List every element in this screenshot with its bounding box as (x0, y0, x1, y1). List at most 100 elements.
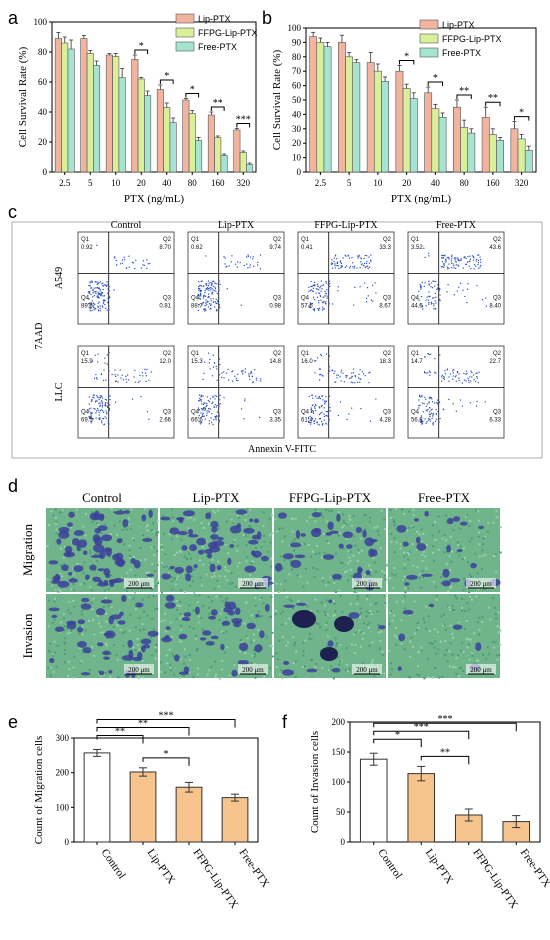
micro-texture (67, 660, 70, 663)
cell-blob (210, 609, 218, 616)
micro-texture (281, 567, 284, 570)
micro-texture (407, 676, 410, 679)
micro-texture (271, 532, 274, 535)
micro-texture (339, 561, 342, 564)
cell-blob (325, 532, 333, 536)
event-dot (433, 402, 436, 404)
micro-texture (360, 549, 363, 552)
micro-texture (58, 589, 61, 592)
micro-texture (179, 550, 182, 553)
micro-texture (265, 635, 268, 638)
micro-texture (348, 556, 351, 559)
cell-blob (238, 642, 249, 652)
event-dot (114, 374, 116, 376)
event-dot (369, 371, 371, 373)
micro-texture (160, 591, 163, 594)
micro-texture (119, 628, 122, 631)
event-dot (478, 254, 480, 256)
event-dot (209, 287, 211, 289)
micro-texture (91, 511, 94, 514)
cell-blob (478, 525, 485, 530)
micro-texture (315, 663, 318, 666)
micro-texture (455, 672, 458, 675)
event-dot (104, 416, 106, 418)
micro-texture (59, 564, 62, 567)
micro-texture (89, 549, 92, 552)
micro-texture (448, 665, 451, 668)
event-dot (421, 402, 424, 404)
event-dot (428, 291, 430, 293)
event-dot (349, 267, 351, 269)
cell-blob (178, 516, 184, 524)
event-dot (226, 265, 228, 268)
micro-texture (354, 544, 357, 547)
event-dot (101, 397, 104, 399)
cell-blob (188, 528, 193, 536)
micro-texture (294, 660, 297, 663)
micro-texture (110, 508, 113, 511)
event-dot (451, 262, 453, 264)
event-dot (253, 265, 255, 267)
bar (175, 786, 203, 843)
event-dot (117, 374, 119, 376)
event-dot (319, 368, 321, 370)
micro-texture (280, 623, 283, 626)
micro-texture (205, 540, 208, 543)
micro-texture (269, 533, 272, 536)
cell-blob (294, 554, 306, 559)
event-dot (97, 305, 99, 307)
micro-texture (52, 514, 55, 517)
event-dot (105, 405, 107, 407)
event-dot (319, 412, 322, 414)
event-dot (337, 286, 339, 288)
event-dot (115, 264, 118, 266)
micro-texture (339, 595, 342, 598)
micro-texture (445, 547, 448, 550)
event-dot (208, 289, 210, 291)
event-dot (89, 282, 91, 284)
micro-texture (248, 508, 251, 511)
micro-texture (121, 529, 124, 532)
micro-texture (377, 533, 380, 536)
event-dot (234, 375, 236, 377)
event-dot (441, 380, 443, 382)
event-dot (324, 403, 326, 405)
quadrant-name: Q3 (163, 295, 172, 301)
micro-texture (180, 538, 183, 541)
micro-texture (152, 546, 155, 549)
event-dot (338, 267, 340, 270)
micro-texture (306, 581, 309, 584)
event-dot (329, 410, 331, 412)
micro-texture (305, 602, 308, 605)
event-dot (365, 262, 368, 265)
event-dot (425, 398, 427, 400)
micro-texture (377, 623, 380, 626)
micro-texture (444, 628, 447, 631)
cell-blob (103, 632, 112, 636)
y-axis-label: Cell Survival Rate (%) (271, 49, 283, 150)
event-dot (96, 283, 98, 285)
micro-texture (173, 554, 176, 557)
cell-blob (416, 543, 427, 551)
cell-blob (428, 603, 435, 608)
micro-texture (124, 630, 127, 633)
micro-texture (384, 602, 387, 605)
event-dot (228, 379, 230, 381)
event-dot (340, 371, 342, 373)
event-dot (368, 256, 370, 258)
event-dot (94, 401, 97, 403)
event-dot (202, 412, 204, 414)
micro-texture (171, 520, 174, 523)
event-dot (310, 411, 313, 413)
micro-texture (84, 534, 87, 537)
quadrant-name: Q3 (273, 295, 282, 301)
quadrant-value: 14.8 (269, 359, 281, 365)
micro-texture (431, 545, 434, 548)
micro-texture (292, 607, 295, 610)
event-dot (207, 399, 209, 402)
micro-texture (420, 646, 423, 649)
event-dot (374, 282, 376, 284)
event-dot (97, 295, 99, 297)
micro-texture (72, 567, 75, 570)
event-dot (207, 295, 210, 298)
